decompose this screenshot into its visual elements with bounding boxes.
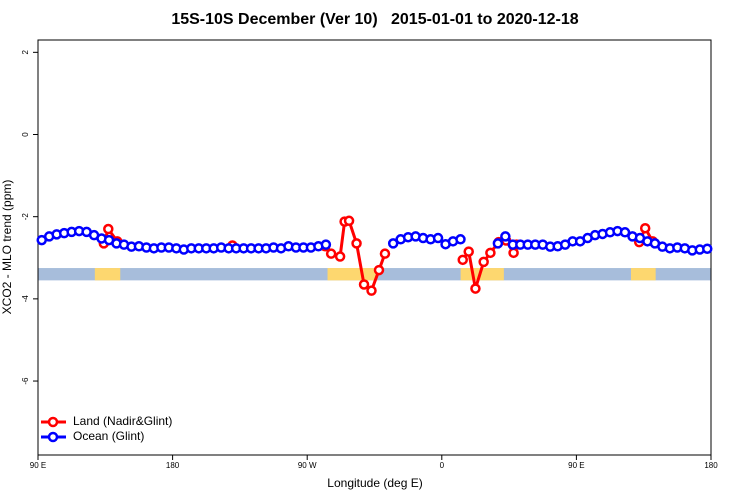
data-point: [500, 231, 511, 242]
data-point: [432, 232, 444, 244]
y-axis-label: XCO2 - MLO trend (ppm): [0, 180, 14, 315]
data-point: [373, 264, 385, 276]
data-point: [463, 246, 474, 257]
data-point: [485, 247, 496, 259]
y-tick-label: 2: [21, 50, 30, 55]
data-point: [455, 234, 466, 245]
data-point: [358, 279, 370, 290]
y-tick-label: 0: [21, 132, 30, 137]
data-point: [508, 247, 519, 259]
data-point: [702, 243, 713, 254]
data-point: [387, 238, 399, 249]
legend-marker: [47, 416, 59, 428]
data-point: [320, 239, 332, 250]
x-tick-label: 180: [166, 461, 180, 470]
x-tick-label: 180: [704, 461, 718, 470]
y-tick-label: -4: [21, 295, 30, 303]
land-region: [94, 268, 121, 281]
data-point: [470, 283, 481, 294]
data-point: [619, 227, 631, 238]
chart-title: 15S-10S December (Ver 10) 2015-01-01 to …: [171, 11, 578, 28]
data-point: [343, 215, 355, 227]
y-tick-label: -6: [21, 377, 30, 385]
x-tick-label: 90 E: [30, 461, 46, 470]
data-point: [379, 248, 391, 259]
land-region: [630, 268, 656, 281]
data-point: [325, 248, 337, 259]
data-point: [351, 238, 362, 249]
legend-marker: [47, 431, 59, 443]
legend-label: Land (Nadir&Glint): [73, 414, 172, 428]
land-region: [327, 268, 376, 281]
data-point: [366, 285, 377, 296]
x-tick-label: 90 W: [298, 461, 317, 470]
x-tick-label: 90 E: [568, 461, 584, 470]
data-point: [103, 223, 114, 235]
data-point: [639, 222, 651, 234]
legend-label: Ocean (Glint): [73, 429, 144, 443]
y-tick-label: -2: [21, 213, 30, 221]
data-point: [334, 251, 346, 262]
data-point: [457, 254, 468, 266]
data-point: [492, 238, 504, 249]
x-axis-label: Longitude (deg E): [327, 476, 422, 490]
data-point: [478, 256, 489, 268]
x-tick-label: 0: [440, 461, 445, 470]
